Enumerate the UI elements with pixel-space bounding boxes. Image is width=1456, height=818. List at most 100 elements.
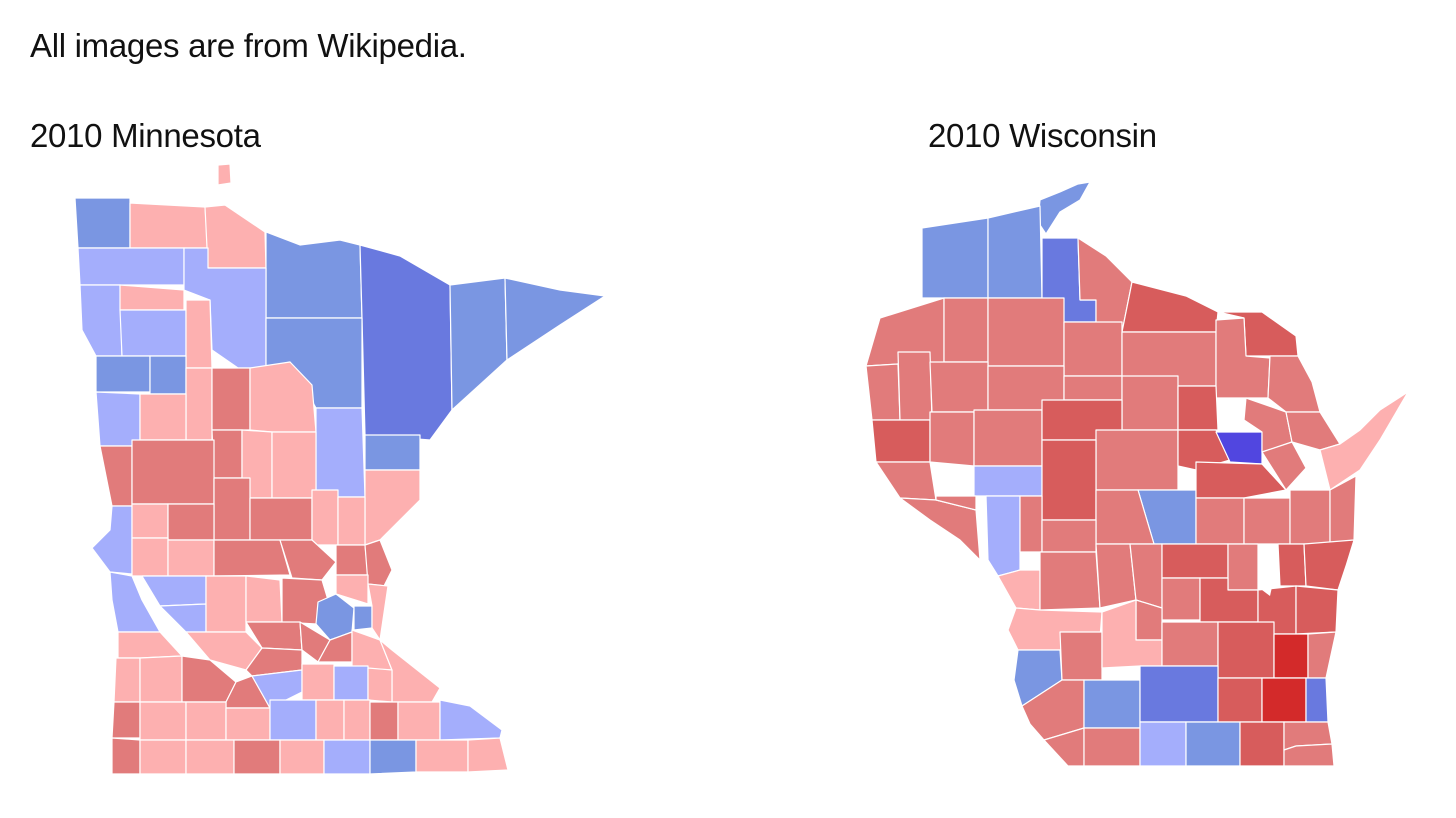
county (1319, 391, 1409, 491)
county (1041, 439, 1097, 521)
county (217, 163, 232, 186)
county (279, 739, 325, 775)
county (159, 603, 207, 633)
county (131, 439, 215, 505)
county (131, 503, 169, 539)
county (1295, 585, 1339, 635)
county (245, 575, 283, 623)
county (1227, 543, 1259, 591)
county (211, 429, 243, 479)
county (77, 247, 185, 286)
county (149, 355, 187, 395)
county (1239, 721, 1285, 767)
county (921, 217, 989, 299)
county (1039, 551, 1101, 611)
county (167, 539, 215, 577)
county (449, 277, 508, 411)
county (119, 309, 187, 357)
county (1273, 633, 1309, 679)
county (929, 361, 989, 413)
county (353, 605, 373, 631)
county (1243, 497, 1291, 545)
county (185, 701, 227, 741)
county (1083, 727, 1141, 767)
county (367, 583, 389, 641)
county (233, 739, 281, 775)
county (504, 277, 606, 361)
county (337, 496, 366, 546)
minnesota-map-title: 2010 Minnesota (30, 117, 261, 154)
county (364, 469, 421, 546)
county (301, 663, 335, 701)
county (1095, 429, 1179, 491)
county (1177, 385, 1219, 431)
county (119, 284, 185, 311)
county (359, 244, 453, 441)
county (323, 739, 371, 775)
county (113, 657, 141, 703)
county (167, 503, 215, 541)
county (343, 699, 371, 741)
county (871, 419, 931, 463)
county (91, 505, 133, 575)
county (139, 393, 187, 441)
county (935, 495, 977, 511)
county (265, 231, 363, 319)
county (943, 297, 989, 363)
county (211, 367, 251, 431)
county (1063, 375, 1123, 401)
county (1121, 375, 1179, 431)
county (204, 204, 267, 269)
county (1063, 321, 1123, 377)
county (269, 699, 317, 741)
county (335, 544, 369, 576)
county (225, 707, 271, 741)
county (99, 445, 133, 507)
county (279, 539, 337, 581)
county (987, 205, 1043, 299)
county (1283, 743, 1335, 767)
county (415, 739, 469, 773)
county (315, 699, 345, 741)
county (1289, 489, 1331, 545)
county (185, 299, 213, 369)
county (467, 737, 509, 773)
county (111, 737, 141, 775)
county (364, 539, 393, 587)
county (131, 537, 169, 577)
county (1217, 677, 1263, 723)
page-caption: All images are from Wikipedia. (30, 27, 467, 64)
county (364, 434, 421, 471)
county (213, 477, 251, 541)
county (335, 574, 369, 605)
county (1261, 441, 1307, 491)
county (1185, 721, 1241, 767)
county (111, 701, 141, 739)
county (875, 461, 937, 501)
county (79, 284, 123, 357)
county (1083, 679, 1141, 729)
county (897, 351, 933, 421)
county (369, 739, 417, 775)
county (1095, 543, 1137, 609)
county (205, 575, 247, 633)
county (1195, 497, 1245, 545)
county (1261, 677, 1307, 723)
county (1285, 411, 1341, 451)
county (1277, 543, 1307, 587)
county (985, 495, 1021, 577)
county (1041, 519, 1097, 553)
county (1037, 181, 1091, 235)
county (1059, 631, 1103, 681)
county (1161, 577, 1201, 621)
county (973, 409, 1043, 467)
county (1019, 495, 1043, 553)
county (95, 391, 141, 447)
county (1305, 677, 1329, 723)
county (117, 631, 183, 659)
county (1161, 621, 1219, 667)
wisconsin-map-title: 2010 Wisconsin (928, 117, 1157, 154)
county (439, 699, 503, 741)
county (185, 739, 235, 775)
